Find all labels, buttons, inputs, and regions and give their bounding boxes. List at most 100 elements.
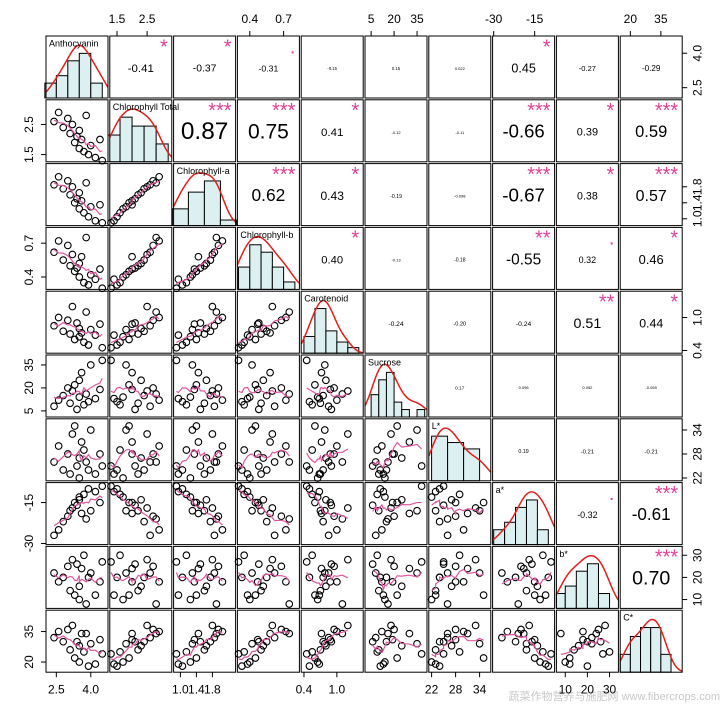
correlation-value: 0.46 — [639, 252, 664, 267]
scatter-point — [522, 569, 531, 577]
smooth-line — [53, 448, 103, 463]
scatter-point — [302, 650, 311, 658]
scatter-point — [59, 637, 68, 646]
correlation-value: 0.052 — [582, 385, 593, 390]
scatter-point — [431, 660, 440, 668]
scatter-point — [208, 302, 217, 311]
smooth-line — [176, 243, 223, 285]
scatter-point — [282, 526, 290, 534]
scatter-point — [530, 635, 539, 644]
scatter-point — [84, 212, 93, 221]
watermark: 蔬菜作物营养与施肥网 www.fibercrops.com — [509, 689, 720, 703]
scatter-point — [245, 332, 254, 341]
panel-border — [555, 482, 619, 546]
scatter-point — [86, 270, 95, 279]
y-tick-label: 35 — [22, 358, 36, 372]
scatter-point — [254, 560, 263, 568]
scatter-point — [128, 635, 136, 644]
scatter-point — [82, 515, 91, 523]
histogram-bar — [131, 125, 145, 163]
scatter-point — [253, 635, 262, 644]
scatter-point — [80, 490, 88, 499]
scatter-point — [413, 426, 421, 434]
panel-border — [236, 609, 300, 673]
panel-border — [173, 354, 237, 418]
scatter-point — [110, 470, 118, 478]
scatter-point — [66, 261, 74, 270]
scatter-point — [498, 633, 506, 642]
panel-border — [236, 354, 300, 418]
scatter-point — [194, 629, 203, 638]
smooth-line — [501, 572, 552, 586]
scatter-point — [387, 430, 395, 438]
y-tick-label: 22 — [690, 471, 704, 485]
scatter-point — [212, 629, 221, 638]
scatter-point — [107, 356, 115, 365]
scatter-point — [110, 331, 118, 339]
scatter-point — [174, 660, 183, 668]
scatter-point — [186, 658, 195, 666]
scatter-point — [285, 390, 294, 398]
panel-border — [109, 418, 173, 482]
scatter-point — [68, 302, 77, 311]
scatter-point — [86, 639, 95, 648]
correlation-value: 0.17 — [455, 385, 465, 391]
scatter-point — [343, 555, 352, 564]
scatter-point — [338, 600, 347, 608]
scatter-point — [174, 591, 183, 599]
scatter-point — [73, 405, 81, 414]
smooth-line — [238, 572, 290, 587]
scatter-point — [186, 273, 195, 281]
scatter-point — [268, 555, 277, 564]
panel-border — [173, 290, 237, 354]
scatter-point — [66, 330, 74, 338]
x-tick-label: 0.7 — [275, 12, 292, 26]
scatter-point — [431, 645, 440, 654]
scatter-point — [561, 658, 570, 666]
scatter-point — [116, 446, 124, 454]
scatter-point — [143, 250, 151, 259]
smooth-line — [431, 499, 485, 516]
scatter-point — [305, 573, 314, 582]
scatter-point — [343, 621, 352, 630]
scatter-point — [530, 591, 539, 599]
panel-border — [45, 99, 109, 163]
correlation-value: 0.59 — [635, 122, 667, 141]
scatter-point — [128, 320, 136, 328]
scatter-point — [149, 384, 157, 392]
scatter-point — [343, 430, 352, 438]
scatter-point — [330, 384, 338, 392]
scatter-point — [313, 393, 322, 401]
scatter-point — [388, 577, 397, 586]
scatter-point — [146, 531, 154, 540]
scatter-point — [381, 474, 389, 482]
scatter-point — [268, 387, 277, 395]
histogram-bar — [515, 506, 527, 546]
histogram-bar — [314, 308, 327, 354]
scatter-point — [84, 573, 93, 582]
scatter-point — [174, 394, 183, 403]
panel-border — [300, 609, 364, 673]
y-tick-label: 34 — [690, 423, 704, 437]
smooth-line — [306, 492, 349, 519]
panel-border — [619, 163, 683, 227]
scatter-point — [116, 648, 124, 656]
panel-border — [364, 35, 428, 99]
panel-border — [428, 163, 492, 227]
correlation-value: -0.20 — [453, 322, 466, 328]
scatter-point — [388, 635, 397, 644]
scatter-point — [234, 356, 243, 365]
density-curve — [172, 172, 237, 223]
scatter-point — [84, 150, 93, 159]
scatter-point — [128, 252, 136, 261]
scatter-point — [208, 504, 217, 512]
histogram-bar — [238, 266, 251, 290]
scatter-point — [80, 278, 88, 287]
scatter-point — [75, 658, 84, 666]
scatter-point — [137, 454, 145, 462]
scatter-point — [447, 641, 456, 650]
scatter-point — [439, 560, 448, 568]
scatter-point — [463, 509, 472, 518]
scatter-point — [277, 512, 286, 521]
smooth-line — [110, 489, 160, 526]
